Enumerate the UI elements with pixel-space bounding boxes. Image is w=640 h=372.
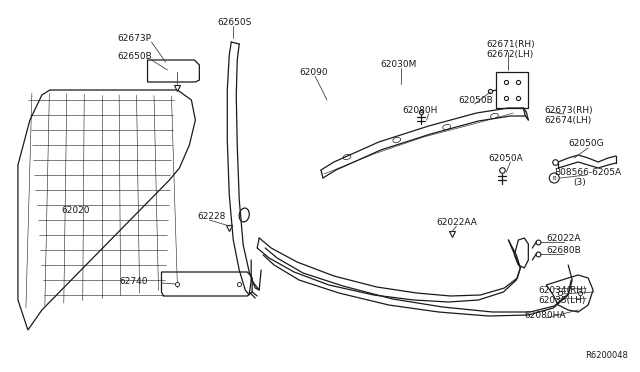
Text: 62680B: 62680B <box>547 246 581 254</box>
Text: 62674(LH): 62674(LH) <box>544 115 591 125</box>
Text: 62740: 62740 <box>120 278 148 286</box>
Text: 62228: 62228 <box>197 212 226 221</box>
Polygon shape <box>515 238 529 268</box>
Polygon shape <box>18 90 195 330</box>
Text: 62650S: 62650S <box>218 17 252 26</box>
Text: 62673P: 62673P <box>118 33 152 42</box>
Text: 62673(RH): 62673(RH) <box>544 106 593 115</box>
Text: R6200048: R6200048 <box>585 351 628 360</box>
Text: B08566-6205A: B08566-6205A <box>554 167 621 176</box>
Polygon shape <box>148 60 200 82</box>
Text: 62671(RH): 62671(RH) <box>486 39 535 48</box>
Text: (3): (3) <box>573 177 586 186</box>
Text: 62080H: 62080H <box>403 106 438 115</box>
Text: 62090: 62090 <box>299 67 328 77</box>
Text: 62035(LH): 62035(LH) <box>538 295 586 305</box>
Text: 62080HA: 62080HA <box>524 311 566 321</box>
Text: 62022A: 62022A <box>547 234 580 243</box>
Polygon shape <box>547 275 593 312</box>
Text: 62034(RH): 62034(RH) <box>538 285 587 295</box>
Text: B: B <box>552 176 556 180</box>
Text: 62050G: 62050G <box>568 138 604 148</box>
Polygon shape <box>161 272 252 296</box>
Text: 62022AA: 62022AA <box>436 218 477 227</box>
Text: 62050B: 62050B <box>458 96 493 105</box>
Text: 62650B: 62650B <box>118 51 152 61</box>
Polygon shape <box>497 72 529 108</box>
Text: 62672(LH): 62672(LH) <box>486 49 534 58</box>
Text: 62050A: 62050A <box>488 154 523 163</box>
Text: 62030M: 62030M <box>381 60 417 68</box>
Text: 62020: 62020 <box>62 205 90 215</box>
